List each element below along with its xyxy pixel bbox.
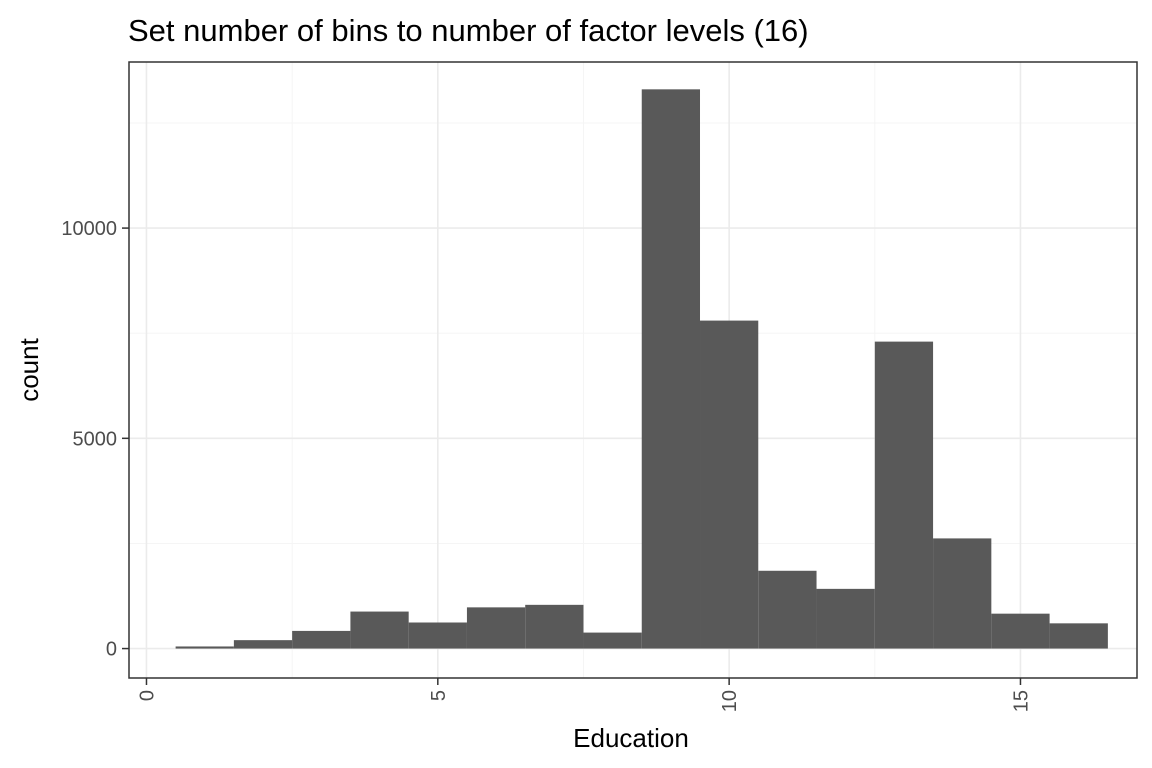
histogram-bar — [292, 630, 351, 649]
histogram-bar — [700, 320, 759, 649]
histogram-bar — [874, 341, 934, 649]
chart-title: Set number of bins to number of factor l… — [128, 13, 809, 48]
histogram-bar — [1049, 623, 1108, 649]
y-tick-label: 5000 — [73, 428, 118, 450]
histogram-bar — [175, 646, 234, 649]
x-tick-label: 15 — [1010, 690, 1032, 712]
histogram-bar — [525, 604, 584, 649]
histogram-bar — [933, 538, 992, 649]
histogram-bar — [466, 607, 526, 649]
bars — [175, 89, 1108, 649]
y-axis-title: count — [14, 337, 44, 401]
histogram-bar — [583, 632, 642, 649]
x-axis-title: Education — [573, 723, 689, 753]
y-tick-label: 10000 — [61, 218, 117, 240]
histogram-bar — [816, 588, 875, 649]
histogram-bar — [641, 89, 701, 649]
axes: 0 5000 10000 0 5 10 15 — [61, 218, 1032, 712]
x-tick-label: 5 — [428, 690, 450, 701]
histogram-bar — [758, 570, 817, 649]
x-tick-label: 10 — [719, 690, 741, 712]
y-tick-label: 0 — [106, 639, 117, 661]
histogram-bar — [991, 613, 1050, 649]
histogram-bar — [408, 622, 467, 649]
x-tick-label: 0 — [136, 690, 158, 701]
panel-border — [128, 61, 1138, 679]
histogram-bar — [233, 640, 293, 649]
histogram-bar — [350, 611, 409, 649]
